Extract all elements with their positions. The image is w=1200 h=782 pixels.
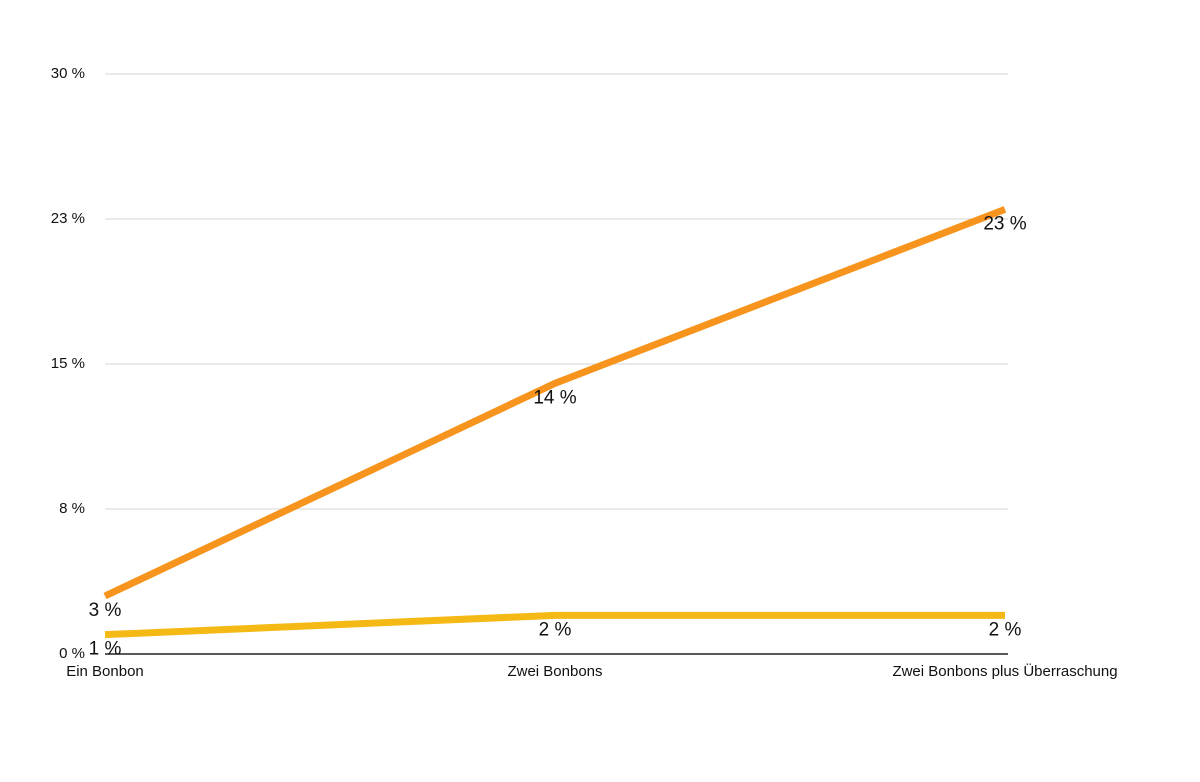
data-label: 2 % — [989, 619, 1022, 640]
x-tick-label: Ein Bonbon — [66, 663, 144, 680]
y-tick-label: 30 % — [51, 65, 85, 82]
data-label: 1 % — [89, 639, 122, 660]
data-label: 23 % — [983, 213, 1026, 234]
x-tick-label: Zwei Bonbons — [507, 663, 602, 680]
data-label: 3 % — [89, 600, 122, 621]
y-tick-label: 23 % — [51, 210, 85, 227]
y-tick-label: 0 % — [59, 645, 85, 662]
x-tick-label: Zwei Bonbons plus Überraschung — [892, 662, 1117, 680]
series-line — [104, 611, 1005, 639]
y-tick-label: 15 % — [51, 355, 85, 372]
data-label: 2 % — [539, 619, 572, 640]
series-line — [103, 206, 1007, 600]
data-label: 14 % — [533, 387, 576, 408]
y-tick-label: 8 % — [59, 500, 85, 517]
